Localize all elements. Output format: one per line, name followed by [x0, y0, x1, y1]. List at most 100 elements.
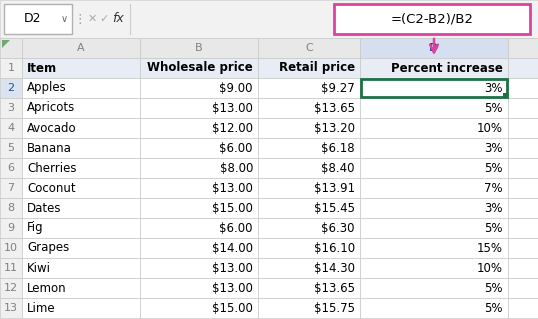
Text: A: A	[77, 43, 85, 53]
Text: $15.75: $15.75	[314, 301, 355, 315]
Bar	[0, 198, 22, 218]
Bar	[22, 258, 140, 278]
Bar	[140, 158, 258, 178]
Bar	[258, 278, 360, 298]
Text: 10%: 10%	[477, 262, 503, 275]
Bar	[360, 298, 508, 318]
Text: 5%: 5%	[485, 281, 503, 294]
Text: B: B	[195, 43, 203, 53]
Bar	[508, 218, 538, 238]
Text: $13.00: $13.00	[212, 182, 253, 195]
Text: Kiwi: Kiwi	[27, 262, 51, 275]
Bar	[503, 93, 507, 97]
Text: ∨: ∨	[60, 14, 68, 24]
Text: 5%: 5%	[485, 301, 503, 315]
Bar	[360, 118, 508, 138]
Bar	[361, 79, 507, 97]
Text: $14.00: $14.00	[212, 241, 253, 255]
Text: $16.10: $16.10	[314, 241, 355, 255]
Bar	[258, 78, 360, 98]
Text: ⋮: ⋮	[74, 12, 86, 26]
Bar	[0, 218, 22, 238]
Bar	[140, 38, 258, 58]
Text: 9: 9	[8, 223, 15, 233]
Bar	[360, 78, 508, 98]
Text: 3%: 3%	[485, 202, 503, 214]
Bar	[508, 78, 538, 98]
Bar	[258, 258, 360, 278]
Text: 10%: 10%	[477, 122, 503, 135]
Bar	[508, 38, 538, 58]
Text: Apricots: Apricots	[27, 101, 75, 115]
Text: Lemon: Lemon	[27, 281, 67, 294]
Bar	[22, 78, 140, 98]
Text: 1: 1	[8, 63, 15, 73]
Text: $15.45: $15.45	[314, 202, 355, 214]
Bar	[22, 238, 140, 258]
Text: $13.65: $13.65	[314, 101, 355, 115]
Text: Banana: Banana	[27, 142, 72, 154]
Text: 7: 7	[8, 183, 15, 193]
Bar	[360, 258, 508, 278]
Text: $13.65: $13.65	[314, 281, 355, 294]
Bar	[140, 258, 258, 278]
Bar	[0, 58, 22, 78]
Text: $13.00: $13.00	[212, 281, 253, 294]
Bar	[0, 0, 538, 38]
Bar	[22, 218, 140, 238]
Bar	[0, 298, 22, 318]
Text: 5%: 5%	[485, 161, 503, 174]
Bar	[258, 198, 360, 218]
Bar	[0, 138, 22, 158]
Text: 2: 2	[8, 83, 15, 93]
Bar	[140, 238, 258, 258]
Bar	[334, 4, 530, 34]
Bar	[258, 138, 360, 158]
Bar	[4, 4, 72, 34]
Bar	[258, 158, 360, 178]
Text: 5: 5	[8, 143, 15, 153]
Text: Dates: Dates	[27, 202, 61, 214]
Bar	[508, 298, 538, 318]
Text: $15.00: $15.00	[212, 301, 253, 315]
Text: C: C	[305, 43, 313, 53]
Bar	[22, 298, 140, 318]
Text: =(C2-B2)/B2: =(C2-B2)/B2	[391, 12, 473, 26]
Text: 3%: 3%	[485, 142, 503, 154]
Polygon shape	[2, 40, 10, 48]
Text: Avocado: Avocado	[27, 122, 76, 135]
Bar	[360, 138, 508, 158]
Bar	[258, 38, 360, 58]
Bar	[360, 238, 508, 258]
Text: Lime: Lime	[27, 301, 55, 315]
Bar	[258, 118, 360, 138]
Bar	[0, 278, 22, 298]
Bar	[0, 178, 22, 198]
Text: 5%: 5%	[485, 221, 503, 234]
Bar	[140, 278, 258, 298]
Text: Fig: Fig	[27, 221, 44, 234]
Bar	[258, 178, 360, 198]
Bar	[508, 238, 538, 258]
Text: $8.40: $8.40	[322, 161, 355, 174]
Bar	[140, 118, 258, 138]
Bar	[140, 218, 258, 238]
Bar	[140, 298, 258, 318]
Bar	[140, 58, 258, 78]
Text: D: D	[429, 43, 438, 53]
Bar	[22, 98, 140, 118]
Text: Cherries: Cherries	[27, 161, 76, 174]
Bar	[0, 258, 22, 278]
Text: Grapes: Grapes	[27, 241, 69, 255]
Text: $9.00: $9.00	[220, 81, 253, 94]
Bar	[140, 198, 258, 218]
Bar	[22, 138, 140, 158]
Bar	[360, 38, 508, 58]
Bar	[508, 98, 538, 118]
Bar	[360, 198, 508, 218]
Text: ✕: ✕	[87, 14, 97, 24]
Bar	[140, 98, 258, 118]
Bar	[22, 278, 140, 298]
Bar	[258, 98, 360, 118]
Bar	[360, 158, 508, 178]
